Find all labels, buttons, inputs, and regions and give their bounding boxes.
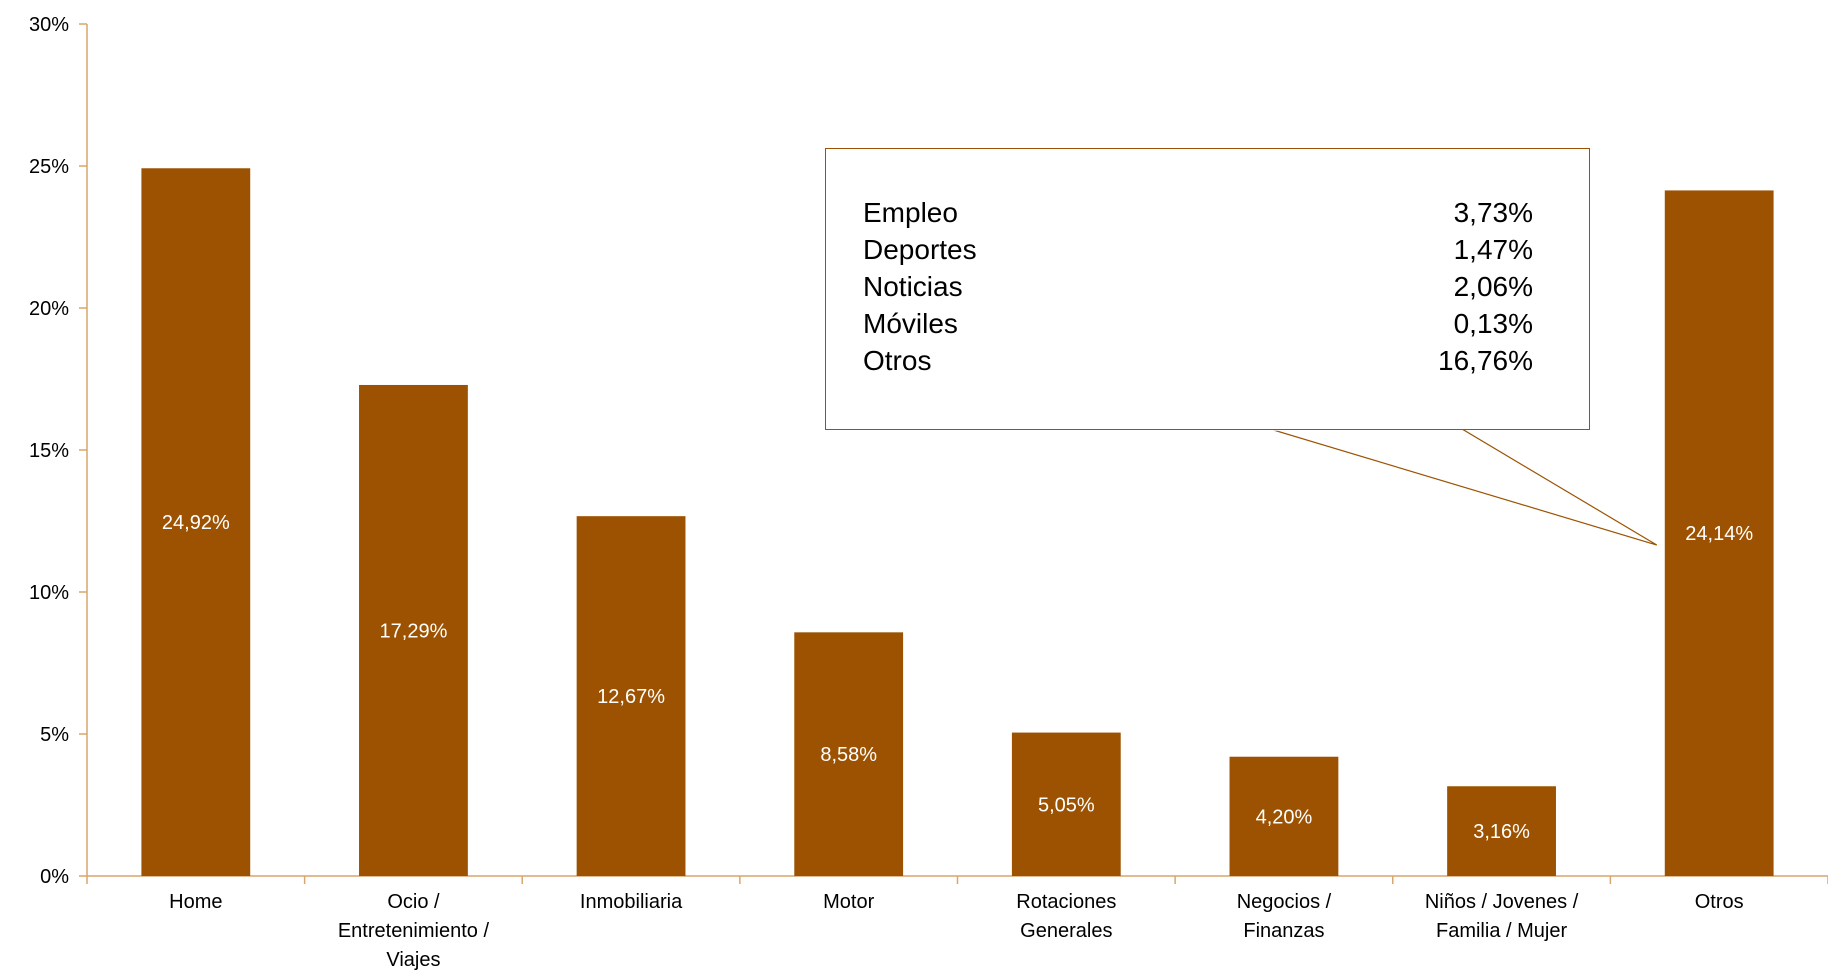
bar xyxy=(359,384,468,876)
callout-row-label: Empleo xyxy=(863,197,958,228)
y-tick-label: 15% xyxy=(29,440,69,462)
data-label: 5,05% xyxy=(1038,794,1095,816)
y-tick-labels: 0% 5% 10% 15% 20% 25% 30% xyxy=(29,14,69,888)
callout-row-label: Noticias xyxy=(863,271,963,302)
callout-row: Empleo 3,73% xyxy=(863,194,1533,231)
callout-row: Noticias 2,06% xyxy=(863,268,1533,305)
bar xyxy=(141,168,251,877)
bar xyxy=(1664,190,1774,876)
bar-series xyxy=(141,168,1774,877)
bar xyxy=(1229,756,1339,876)
y-tick-label: 25% xyxy=(29,156,69,178)
y-tick-label: 5% xyxy=(40,724,69,746)
data-label: 8,58% xyxy=(820,744,877,766)
data-label: 3,16% xyxy=(1473,821,1530,843)
callout-row-label: Móviles xyxy=(863,308,958,339)
bar xyxy=(1011,732,1121,876)
bar xyxy=(576,516,686,876)
data-label: 12,67% xyxy=(597,686,665,708)
data-label: 4,20% xyxy=(1256,806,1313,828)
y-tick-label: 0% xyxy=(40,866,69,888)
y-tick-label: 30% xyxy=(29,14,69,36)
callout-row: Deportes 1,47% xyxy=(863,231,1533,268)
category-label: Ocio / Entretenimiento / Viajes xyxy=(338,891,490,971)
category-label: Home xyxy=(169,891,222,913)
callout-table: Empleo 3,73% Deportes 1,47% Noticias 2,06% Móv… xyxy=(863,194,1533,379)
bar xyxy=(1447,786,1556,876)
callout-row-label: Otros xyxy=(863,345,932,376)
callout-row-label: Deportes xyxy=(863,234,977,265)
callout-row: Otros 16,76% xyxy=(863,342,1533,379)
category-label: Motor xyxy=(823,891,874,913)
data-label: 24,14% xyxy=(1685,523,1753,545)
data-label: 17,29% xyxy=(380,620,448,642)
callout-pointer xyxy=(1269,428,1658,546)
category-label: Niños / Jovenes / Familia / Mujer xyxy=(1425,891,1579,942)
callout-row-value: 3,73% xyxy=(1453,197,1533,228)
callout-tail xyxy=(1269,428,1658,546)
data-label: 24,92% xyxy=(162,512,230,534)
category-label: Inmobiliaria xyxy=(580,891,683,913)
category-label: Rotaciones Generales xyxy=(1016,891,1116,942)
callout-box: Empleo 3,73% Deportes 1,47% Noticias 2,06% Móv… xyxy=(825,148,1590,430)
y-tick-label: 20% xyxy=(29,298,69,320)
y-tick-label: 10% xyxy=(29,582,69,604)
callout-row-value: 0,13% xyxy=(1453,308,1533,339)
data-labels: 24,92% 17,29% 12,67% 8,58% 5,05% 4,20% 3,16% 24… xyxy=(162,512,1753,843)
callout-row: Móviles 0,13% xyxy=(863,305,1533,342)
callout-row-value: 16,76% xyxy=(1438,345,1533,376)
callout-row-value: 2,06% xyxy=(1453,271,1533,302)
category-label: Negocios / Finanzas xyxy=(1237,891,1332,942)
category-labels: Home Ocio / Entretenimiento / Viajes Inmobil… xyxy=(169,891,1744,971)
callout-row-value: 1,47% xyxy=(1453,234,1533,265)
category-label: Otros xyxy=(1695,891,1744,913)
bar xyxy=(794,632,904,876)
